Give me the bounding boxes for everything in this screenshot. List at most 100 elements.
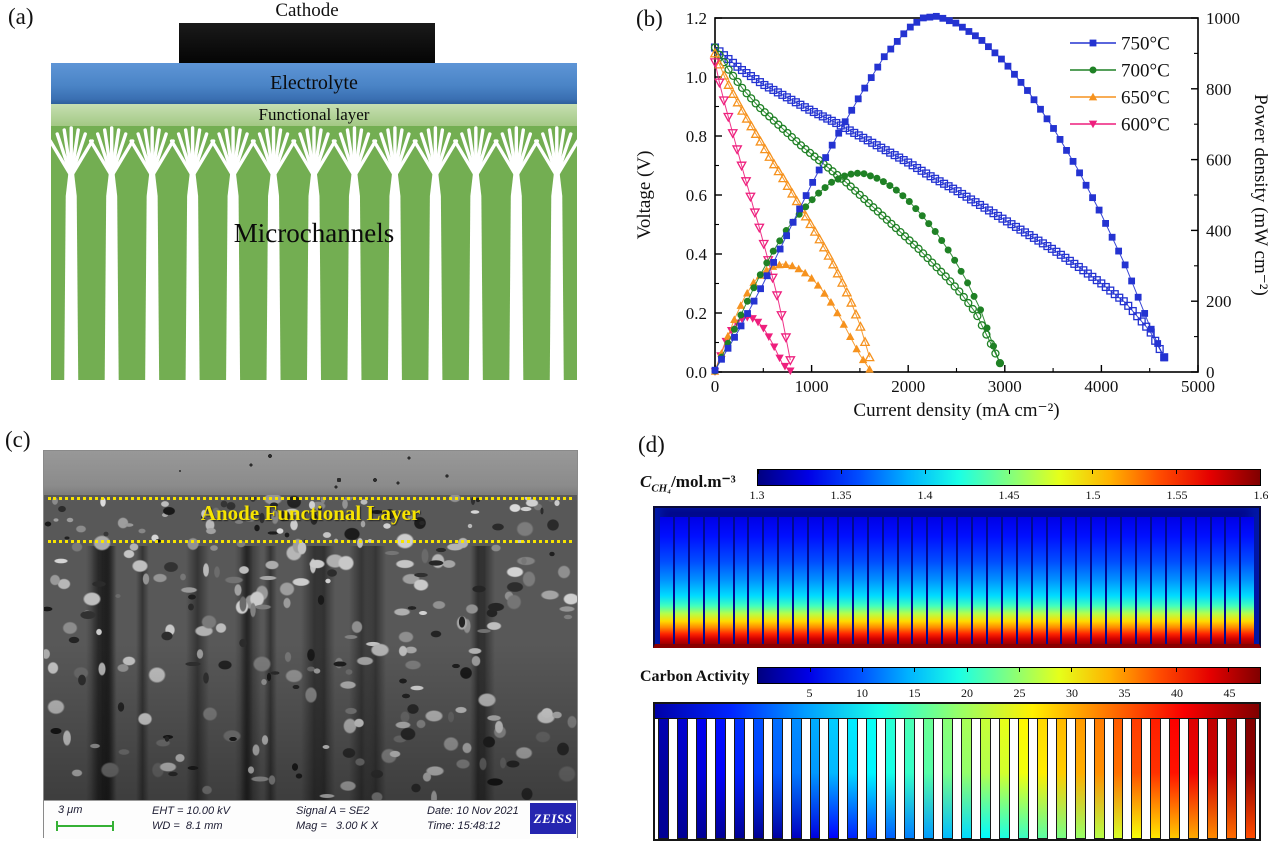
sem-functional-layer-band — [44, 497, 577, 543]
svg-text:1.0: 1.0 — [686, 68, 707, 87]
sem-wd: WD = 8.1 mm — [152, 820, 223, 832]
carbon-activity-bar — [1131, 719, 1143, 839]
methane-channel — [749, 517, 763, 644]
carbon-tick-label: 10 — [856, 686, 868, 700]
colorbar-notch — [1259, 470, 1261, 474]
colorbar-notch — [1123, 668, 1125, 672]
colorbar-notch — [862, 668, 864, 672]
svg-text:0.0: 0.0 — [686, 363, 707, 382]
microchannel — [291, 126, 337, 380]
methane-channel — [1211, 517, 1225, 644]
scale-bar — [56, 821, 114, 831]
methane-channel — [853, 517, 867, 644]
sem-mag: Mag = 3.00 K X — [296, 820, 379, 832]
series-600C-power — [710, 313, 795, 376]
methane-channel — [1181, 517, 1195, 644]
carbon-activity-bar — [771, 719, 783, 839]
methane-channel — [1107, 517, 1121, 644]
carbon-activity-bar — [1074, 719, 1086, 839]
methane-channel — [1151, 517, 1165, 644]
carbon-activity-bar — [942, 719, 953, 839]
methane-channel — [943, 517, 957, 644]
methane-colorbar — [757, 469, 1261, 486]
svg-text:0.4: 0.4 — [686, 245, 708, 264]
microchannel — [493, 126, 540, 380]
series-700C-power — [711, 169, 1004, 375]
carbon-activity-bar — [904, 719, 916, 839]
methane-channel — [1062, 517, 1076, 644]
methane-channel — [1196, 517, 1210, 644]
svg-text:2000: 2000 — [891, 377, 925, 396]
svg-text:400: 400 — [1206, 221, 1232, 240]
svg-text:0: 0 — [711, 377, 720, 396]
colorbar-notch — [914, 668, 916, 672]
methane-channel — [1017, 517, 1031, 644]
anode-body — [48, 126, 580, 380]
methane-channel — [838, 517, 852, 644]
methane-label-subscript: CH₄ — [651, 482, 672, 495]
carbon-activity-bar — [1112, 719, 1124, 839]
panel-a-label: (a) — [8, 4, 34, 29]
methane-channel — [987, 517, 1001, 644]
sem-eht-wd: EHT = 10.00 kV WD = 8.1 mm — [152, 804, 230, 834]
svg-text:200: 200 — [1206, 292, 1232, 311]
methane-colorbar-ticks: 1.3 1.35 1.4 1.45 1.5 1.55 1.6 — [750, 488, 1268, 502]
methane-tick-label: 1.55 — [1166, 488, 1188, 502]
scale-bar-label: 3 μm — [58, 804, 83, 816]
sem-top-surface — [44, 451, 577, 495]
svg-text:Power density (mW cm⁻²): Power density (mW cm⁻²) — [1250, 94, 1268, 296]
functional-layer: Functional layer — [51, 104, 577, 126]
sem-photo-area: Anode Functional Layer — [44, 451, 577, 800]
methane-channel — [674, 517, 688, 644]
microchannel — [331, 126, 378, 380]
methane-channel — [660, 517, 673, 644]
colorbar-notch — [1008, 470, 1010, 474]
methane-channel — [1122, 517, 1135, 644]
colorbar-notch — [1175, 668, 1177, 672]
cathode-layer — [179, 23, 435, 63]
carbon-activity-bar — [695, 719, 707, 839]
carbon-tick-label: 40 — [1171, 686, 1183, 700]
svg-text:750°C: 750°C — [1121, 34, 1170, 55]
svg-text:700°C: 700°C — [1121, 61, 1170, 82]
microchannel — [372, 126, 418, 380]
carbon-heatmap-bars — [655, 719, 1259, 839]
svg-text:600°C: 600°C — [1121, 115, 1170, 136]
carbon-activity-bar — [1188, 719, 1200, 839]
methane-channel — [1166, 517, 1180, 644]
zeiss-logo: ZEISS — [530, 803, 576, 834]
methane-channel — [1092, 517, 1106, 644]
svg-text:3000: 3000 — [988, 377, 1022, 396]
cathode-label: Cathode — [275, 0, 339, 21]
carbon-heatmap-top-band — [655, 704, 1259, 719]
svg-text:Current density (mA cm⁻²): Current density (mA cm⁻²) — [853, 400, 1059, 421]
methane-concentration-label: CCH₄/mol.m⁻³ — [640, 472, 754, 494]
microchannel — [534, 126, 580, 380]
carbon-activity-bar — [1036, 719, 1048, 839]
methane-channel — [973, 517, 986, 644]
sem-signal-mag: Signal A = SE2 Mag = 3.00 K X — [296, 804, 378, 834]
microchannel — [169, 126, 216, 380]
svg-text:1.2: 1.2 — [686, 9, 707, 28]
methane-tick-label: 1.6 — [1253, 488, 1268, 502]
carbon-activity-bar — [1150, 719, 1162, 839]
carbon-colorbar-ticks: 5 10 15 20 25 30 35 40 45 — [757, 686, 1261, 700]
carbon-activity-bar — [1207, 719, 1219, 839]
methane-channel — [823, 517, 837, 644]
methane-channel — [913, 517, 927, 644]
methane-channel — [1137, 517, 1150, 644]
methane-tick-label: 1.4 — [917, 488, 933, 502]
microchannels-label: Microchannels — [233, 218, 395, 248]
carbon-activity-bar — [714, 719, 726, 839]
colorbar-notch — [809, 668, 811, 672]
svg-text:Voltage (V): Voltage (V) — [634, 151, 655, 240]
legend: 750°C 700°C 650°C 600°C — [1070, 34, 1170, 136]
methane-channel — [779, 517, 793, 644]
microchannel — [453, 126, 499, 380]
methane-label-symbol: C — [640, 472, 652, 491]
microchannel — [210, 126, 256, 380]
carbon-activity-bar — [1093, 719, 1105, 839]
colorbar-notch — [841, 470, 843, 474]
carbon-tick-label: 30 — [1066, 686, 1078, 700]
